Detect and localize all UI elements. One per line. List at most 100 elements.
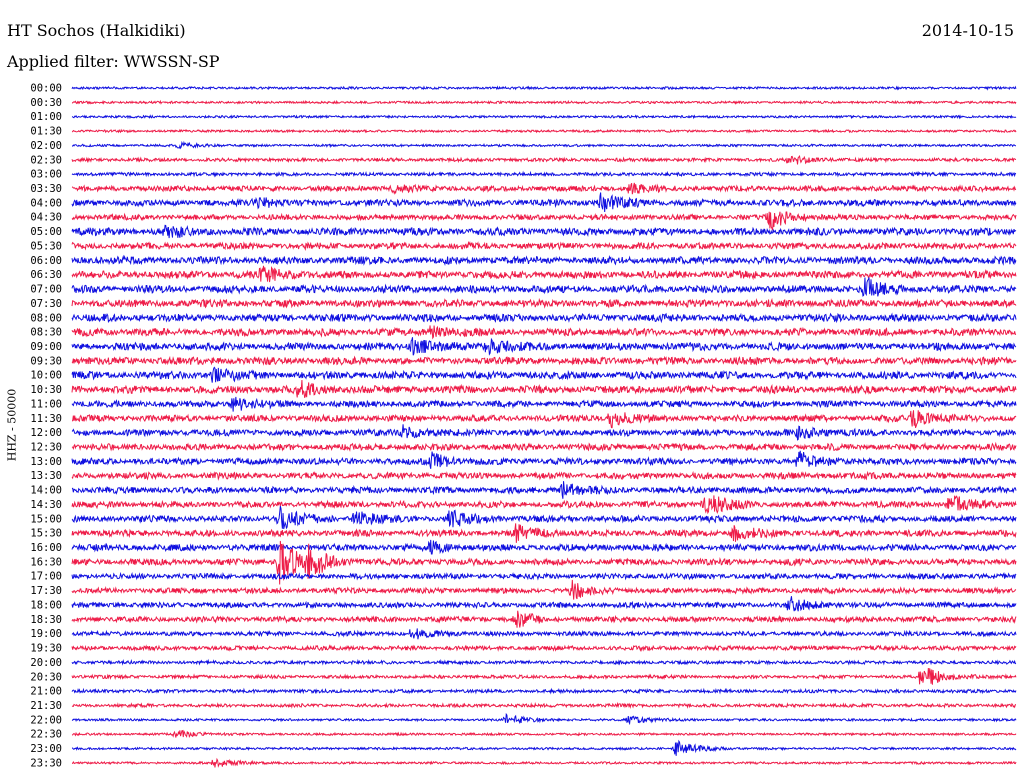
trace-row [71, 579, 1017, 600]
row-time-label: 11:00 [30, 398, 62, 410]
trace-row [71, 571, 1017, 581]
trace-row [71, 114, 1017, 120]
row-time-label: 09:00 [30, 341, 62, 353]
trace-row [71, 170, 1017, 178]
row-time-label: 04:30 [30, 212, 62, 224]
row-time-label: 19:30 [30, 643, 62, 655]
row-time-label: 20:00 [30, 657, 62, 669]
row-time-label: 17:30 [30, 585, 62, 597]
row-time-label: 21:00 [30, 686, 62, 698]
row-time-label: 06:00 [30, 255, 62, 267]
row-time-label: 07:30 [30, 298, 62, 310]
trace-row [71, 729, 1017, 738]
trace-row [71, 658, 1017, 666]
row-time-label: 00:00 [30, 83, 62, 95]
trace-row [71, 596, 1017, 612]
row-time-label: 23:00 [30, 743, 62, 755]
row-time-label: 09:30 [30, 355, 62, 367]
trace-row [71, 366, 1017, 383]
row-time-label: 01:30 [30, 126, 62, 138]
trace-row [71, 155, 1017, 165]
trace-row [71, 211, 1017, 231]
row-time-label: 11:30 [30, 413, 62, 425]
trace-row [71, 495, 1017, 515]
row-time-label: 03:00 [30, 169, 62, 181]
row-time-label: 18:00 [30, 599, 62, 611]
row-time-label: 02:30 [30, 154, 62, 166]
trace-row [71, 380, 1017, 398]
row-time-label: 21:30 [30, 700, 62, 712]
row-time-label: 14:30 [30, 499, 62, 511]
row-time-label: 10:30 [30, 384, 62, 396]
trace-row [71, 410, 1017, 429]
trace-row [71, 539, 1017, 555]
trace-row [71, 701, 1017, 709]
row-time-label: 06:30 [30, 269, 62, 281]
row-time-label: 13:30 [30, 470, 62, 482]
trace-row [71, 85, 1017, 91]
trace-row [71, 505, 1017, 530]
trace-row [71, 99, 1017, 105]
station-title: HT Sochos (Halkidiki) [7, 21, 186, 40]
row-time-label: 22:30 [30, 729, 62, 741]
row-time-label: 01:00 [30, 111, 62, 123]
row-time-label: 08:30 [30, 327, 62, 339]
row-time-label: 16:30 [30, 556, 62, 568]
row-time-label: 10:00 [30, 370, 62, 382]
trace-row [71, 644, 1017, 653]
row-time-label: 22:00 [30, 714, 62, 726]
trace-row [71, 265, 1017, 283]
trace-row [71, 610, 1017, 628]
row-time-label: 02:00 [30, 140, 62, 152]
trace-row [71, 470, 1017, 481]
trace-row [71, 355, 1017, 366]
row-time-label: 19:00 [30, 628, 62, 640]
date-label: 2014-10-15 [921, 21, 1014, 40]
row-time-label: 12:30 [30, 442, 62, 454]
trace-row [71, 140, 1017, 150]
trace-row [71, 128, 1017, 134]
trace-row [71, 240, 1017, 251]
row-time-label: 00:30 [30, 97, 62, 109]
row-time-label: 08:00 [30, 312, 62, 324]
trace-row [71, 757, 1017, 768]
trace-row [71, 182, 1017, 195]
trace-row [71, 254, 1017, 266]
trace-row [71, 628, 1017, 640]
trace-row [71, 224, 1017, 239]
row-time-label: 16:00 [30, 542, 62, 554]
row-time-label: 18:30 [30, 614, 62, 626]
row-time-label: 04:00 [30, 197, 62, 209]
filter-label-prefix: Applied filter: [7, 52, 119, 71]
row-time-label: 13:00 [30, 456, 62, 468]
trace-row [71, 712, 1017, 726]
trace-row [71, 396, 1017, 412]
trace-row [71, 297, 1017, 309]
trace-row [71, 441, 1017, 452]
trace-row [71, 739, 1017, 756]
trace-row [71, 523, 1017, 543]
filter-name: WWSSN-SP [123, 52, 220, 71]
trace-row [71, 424, 1017, 441]
filter-label: Applied filter: WWSSN-SP [7, 52, 220, 71]
row-time-label: 07:00 [30, 284, 62, 296]
trace-row [71, 312, 1017, 324]
trace-row [71, 325, 1017, 340]
row-time-label: 14:00 [30, 485, 62, 497]
trace-row [71, 277, 1017, 297]
row-time-label: 20:30 [30, 671, 62, 683]
trace-row [71, 337, 1017, 356]
row-time-label: 15:00 [30, 513, 62, 525]
row-time-label: 05:30 [30, 240, 62, 252]
trace-row [71, 540, 1017, 585]
row-time-label: 12:00 [30, 427, 62, 439]
row-time-label: 15:30 [30, 528, 62, 540]
trace-row [71, 667, 1017, 685]
trace-row [71, 450, 1017, 469]
trace-row [71, 481, 1017, 499]
trace-row [71, 687, 1017, 695]
row-time-label: 03:30 [30, 183, 62, 195]
row-time-label: 05:00 [30, 226, 62, 238]
trace-row [71, 192, 1017, 213]
